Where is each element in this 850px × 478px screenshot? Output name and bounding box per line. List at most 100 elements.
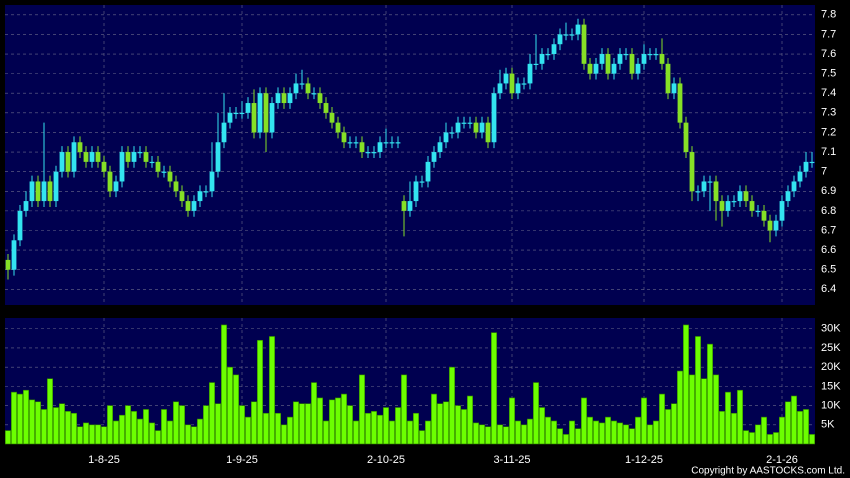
- volume-tick-label: 5K: [821, 419, 835, 431]
- candle-body: [707, 181, 713, 183]
- volume-bar: [328, 399, 335, 445]
- volume-bar: [706, 343, 713, 445]
- volume-bar: [436, 403, 443, 445]
- volume-bar: [784, 401, 791, 445]
- candle-body: [59, 152, 65, 172]
- volume-bar: [394, 407, 401, 445]
- candle-body: [353, 142, 359, 144]
- candle-body: [317, 93, 323, 104]
- volume-bar: [424, 420, 431, 445]
- candle-body: [761, 210, 767, 221]
- candle-body: [689, 152, 695, 192]
- volume-bar: [262, 412, 269, 445]
- volume-bar: [688, 374, 695, 445]
- candle-body: [77, 142, 83, 153]
- volume-bar: [382, 407, 389, 445]
- volume-bar: [376, 414, 383, 445]
- candle-body: [47, 181, 53, 202]
- volume-bar: [5, 430, 12, 445]
- volume-bar: [724, 391, 731, 445]
- candle-body: [533, 63, 539, 66]
- volume-bar: [286, 416, 293, 445]
- candle-body: [17, 210, 23, 241]
- volume-bar: [538, 407, 545, 445]
- candle-body: [635, 63, 641, 74]
- volume-bar: [77, 426, 84, 445]
- volume-bar: [670, 403, 677, 445]
- volume-bar: [640, 397, 647, 445]
- candle-body: [623, 54, 629, 56]
- candle-body: [515, 83, 521, 94]
- volume-bar: [352, 420, 359, 445]
- volume-bar: [448, 366, 455, 445]
- candle-body: [233, 112, 239, 115]
- candle-body: [683, 122, 689, 153]
- candle-body: [347, 142, 353, 144]
- volume-bar: [209, 382, 216, 445]
- candle-body: [137, 152, 143, 154]
- candle-body: [215, 142, 221, 172]
- volume-bar: [502, 426, 509, 445]
- candle-body: [203, 191, 209, 193]
- candle-body: [659, 54, 665, 64]
- candle-body: [107, 171, 113, 192]
- volume-bar: [808, 434, 815, 445]
- candle-body: [131, 152, 137, 162]
- volume-bar: [406, 420, 413, 445]
- candle-body: [425, 161, 431, 182]
- volume-bar: [520, 424, 527, 445]
- candle-body: [611, 63, 617, 74]
- candle-body: [569, 34, 575, 36]
- candle-body: [41, 181, 47, 202]
- volume-bar: [185, 424, 192, 445]
- candle-body: [455, 122, 461, 133]
- volume-bar: [550, 420, 557, 445]
- volume-bar: [173, 401, 180, 445]
- volume-bar: [322, 420, 329, 445]
- candle-body: [725, 201, 731, 211]
- volume-bar: [658, 393, 665, 445]
- candle-body: [245, 103, 251, 113]
- volume-bar: [556, 428, 563, 445]
- candle-body: [395, 142, 401, 144]
- volume-bar: [442, 401, 449, 445]
- candle-body: [269, 103, 275, 133]
- volume-bar: [245, 416, 252, 445]
- volume-bar: [40, 409, 47, 445]
- volume-bar: [604, 416, 611, 445]
- volume-bar: [215, 403, 222, 445]
- y-tick-label: 6.4: [821, 283, 836, 295]
- candle-body: [677, 83, 683, 123]
- candle-body: [665, 63, 671, 94]
- candle-body: [125, 152, 131, 162]
- candle-body: [299, 83, 305, 85]
- volume-bar: [454, 405, 461, 445]
- volume-bar: [125, 405, 132, 445]
- volume-bar: [101, 426, 108, 445]
- candle-body: [359, 142, 365, 153]
- volume-bar: [71, 412, 78, 445]
- candle-body: [755, 210, 761, 213]
- volume-bar: [191, 426, 198, 445]
- volume-bar: [233, 374, 240, 445]
- volume-bar: [574, 428, 581, 445]
- candle-body: [113, 181, 119, 192]
- candle-body: [803, 161, 809, 172]
- volume-bar: [508, 397, 515, 445]
- volume-bar: [634, 416, 641, 445]
- volume-bar: [598, 422, 605, 445]
- candle-body: [647, 54, 653, 56]
- volume-bar: [568, 420, 575, 445]
- candle-body: [485, 122, 491, 143]
- x-tick-label: 3-11-25: [493, 454, 530, 466]
- volume-bar: [113, 420, 120, 445]
- candle-body: [491, 93, 497, 143]
- y-tick-label: 7.6: [821, 48, 836, 60]
- candle-body: [605, 54, 611, 74]
- candle-body: [221, 122, 227, 143]
- volume-bar: [137, 418, 144, 445]
- candle-body: [185, 201, 191, 211]
- candle-body: [449, 132, 455, 134]
- volume-bar: [227, 366, 234, 445]
